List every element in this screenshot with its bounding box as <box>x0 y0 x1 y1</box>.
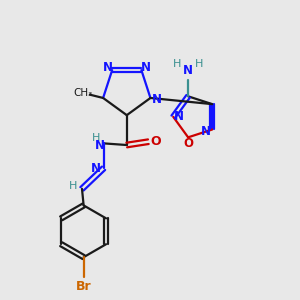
Text: O: O <box>150 135 161 148</box>
Text: H: H <box>92 134 100 143</box>
Text: Br: Br <box>76 280 92 293</box>
Text: N: N <box>174 110 184 123</box>
Text: CH₃: CH₃ <box>74 88 93 98</box>
Text: O: O <box>183 137 193 150</box>
Text: N: N <box>183 64 193 77</box>
Text: N: N <box>91 162 101 175</box>
Text: N: N <box>201 125 211 138</box>
Text: H: H <box>68 181 77 190</box>
Text: N: N <box>141 61 151 74</box>
Text: N: N <box>152 93 161 106</box>
Text: H: H <box>173 59 182 69</box>
Text: N: N <box>95 139 105 152</box>
Text: N: N <box>103 61 113 74</box>
Text: H: H <box>195 59 203 69</box>
